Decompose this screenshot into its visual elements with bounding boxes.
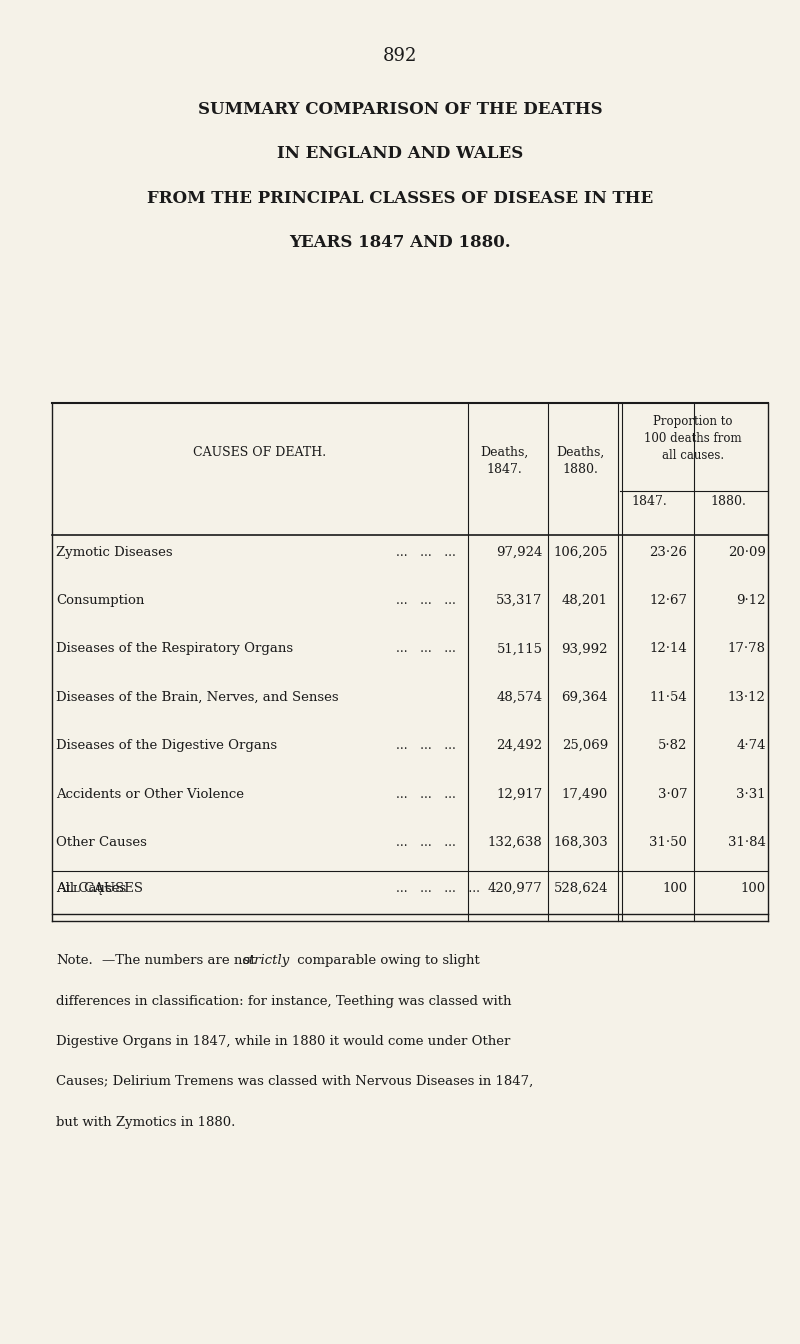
Text: ... ... ...: ... ... ... [396, 788, 456, 801]
Text: 528,624: 528,624 [554, 882, 608, 895]
Text: 17,490: 17,490 [562, 788, 608, 801]
Text: 3·31: 3·31 [736, 788, 766, 801]
Text: ... ... ...: ... ... ... [396, 642, 456, 656]
Text: 48,574: 48,574 [496, 691, 542, 704]
Text: Consumption: Consumption [56, 594, 144, 607]
Text: 17·78: 17·78 [728, 642, 766, 656]
Text: differences in classification: for instance, Teething was classed with: differences in classification: for insta… [56, 995, 511, 1008]
Text: Accidents or Other Violence: Accidents or Other Violence [56, 788, 244, 801]
Text: Causes; Delirium Tremens was classed with Nervous Diseases in 1847,: Causes; Delirium Tremens was classed wit… [56, 1075, 534, 1089]
Text: Digestive Organs in 1847, while in 1880 it would come under Other: Digestive Organs in 1847, while in 1880 … [56, 1035, 510, 1048]
Text: 12·14: 12·14 [650, 642, 687, 656]
Text: ... ... ... ...: ... ... ... ... [396, 882, 480, 895]
Text: 12,917: 12,917 [496, 788, 542, 801]
Text: 23·26: 23·26 [650, 546, 687, 559]
Text: strictly: strictly [242, 954, 290, 968]
Text: FROM THE PRINCIPAL CLASSES OF DISEASE IN THE: FROM THE PRINCIPAL CLASSES OF DISEASE IN… [147, 190, 653, 207]
Text: 4·74: 4·74 [736, 739, 766, 753]
Text: 12·67: 12·67 [650, 594, 687, 607]
Text: Diseases of the Respiratory Organs: Diseases of the Respiratory Organs [56, 642, 293, 656]
Text: 48,201: 48,201 [562, 594, 608, 607]
Text: IN ENGLAND AND WALES: IN ENGLAND AND WALES [277, 145, 523, 163]
Text: Other Causes: Other Causes [56, 836, 147, 849]
Text: 53,317: 53,317 [496, 594, 542, 607]
Text: 132,638: 132,638 [488, 836, 542, 849]
Text: 892: 892 [383, 47, 417, 65]
Text: Proportion to
100 deaths from
all causes.: Proportion to 100 deaths from all causes… [644, 415, 742, 462]
Text: 31·50: 31·50 [650, 836, 687, 849]
Text: 3·07: 3·07 [658, 788, 687, 801]
Text: 25,069: 25,069 [562, 739, 608, 753]
Text: ... ... ...: ... ... ... [396, 739, 456, 753]
Text: —The numbers are not: —The numbers are not [102, 954, 260, 968]
Text: 20·09: 20·09 [728, 546, 766, 559]
Text: 420,977: 420,977 [488, 882, 542, 895]
Text: Zymotic Diseases: Zymotic Diseases [56, 546, 173, 559]
Text: 100: 100 [662, 882, 687, 895]
Text: CAUSES OF DEATH.: CAUSES OF DEATH. [194, 446, 326, 460]
Text: 97,924: 97,924 [496, 546, 542, 559]
Text: Diseases of the Digestive Organs: Diseases of the Digestive Organs [56, 739, 277, 753]
Text: 24,492: 24,492 [496, 739, 542, 753]
Text: 93,992: 93,992 [562, 642, 608, 656]
Text: 5·82: 5·82 [658, 739, 687, 753]
Text: Aʟʟ CĄɄSES: Aʟʟ CĄɄSES [56, 882, 143, 895]
Text: YEARS 1847 AND 1880.: YEARS 1847 AND 1880. [289, 234, 511, 251]
Text: comparable owing to slight: comparable owing to slight [293, 954, 479, 968]
Text: All Causes: All Causes [56, 882, 126, 895]
Text: but with Zymotics in 1880.: but with Zymotics in 1880. [56, 1116, 235, 1129]
Text: ... ... ...: ... ... ... [396, 546, 456, 559]
Text: SUMMARY COMPARISON OF THE DEATHS: SUMMARY COMPARISON OF THE DEATHS [198, 101, 602, 118]
Text: Note.: Note. [56, 954, 93, 968]
Text: 11·54: 11·54 [650, 691, 687, 704]
Text: 1880.: 1880. [711, 495, 746, 508]
Text: Deaths,
1880.: Deaths, 1880. [557, 446, 605, 476]
Text: 1847.: 1847. [632, 495, 667, 508]
Text: Deaths,
1847.: Deaths, 1847. [480, 446, 528, 476]
Text: 31·84: 31·84 [728, 836, 766, 849]
Text: 100: 100 [741, 882, 766, 895]
Text: 106,205: 106,205 [554, 546, 608, 559]
Text: ... ... ...: ... ... ... [396, 836, 456, 849]
Text: ... ... ...: ... ... ... [396, 594, 456, 607]
Text: 13·12: 13·12 [728, 691, 766, 704]
Text: 51,115: 51,115 [497, 642, 542, 656]
Text: Diseases of the Brain, Nerves, and Senses: Diseases of the Brain, Nerves, and Sense… [56, 691, 338, 704]
Text: 168,303: 168,303 [554, 836, 608, 849]
Text: 69,364: 69,364 [562, 691, 608, 704]
Text: 9·12: 9·12 [736, 594, 766, 607]
